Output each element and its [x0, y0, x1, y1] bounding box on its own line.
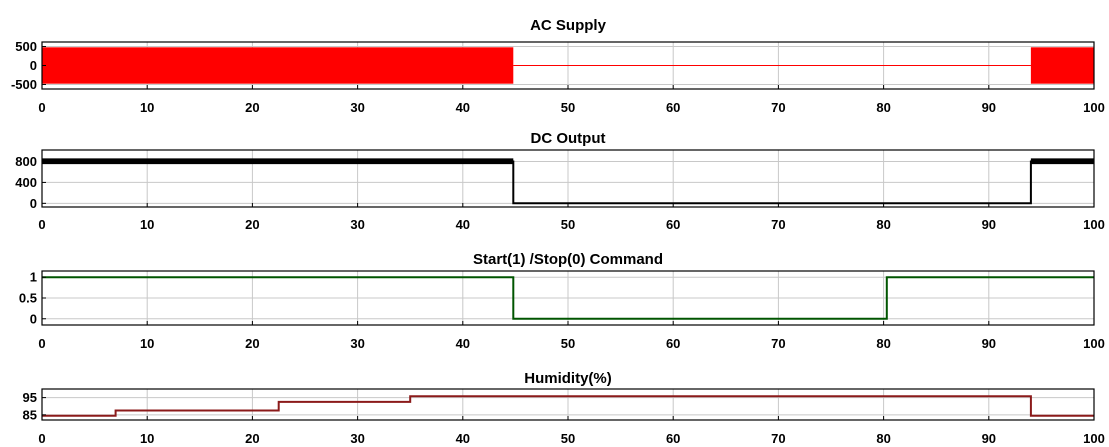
- x-tick-label: 70: [771, 431, 785, 446]
- x-tick-label: 80: [876, 217, 890, 232]
- x-tick-label: 70: [771, 217, 785, 232]
- x-tick-label: 100: [1083, 431, 1105, 446]
- x-tick-label: 0: [38, 431, 45, 446]
- x-tick-label: 70: [771, 100, 785, 115]
- chart-title: Humidity(%): [524, 370, 612, 387]
- x-tick-label: 60: [666, 217, 680, 232]
- series-line-0: [42, 160, 1094, 205]
- x-tick-label: 30: [350, 431, 364, 446]
- series-band-2: [1030, 47, 1094, 84]
- y-tick-label: 0: [30, 196, 37, 211]
- x-tick-label: 90: [982, 336, 996, 351]
- y-tick-label: 0: [30, 58, 37, 73]
- x-tick-label: 30: [350, 100, 364, 115]
- x-tick-label: 0: [38, 100, 45, 115]
- x-tick-label: 40: [456, 336, 470, 351]
- x-tick-label: 20: [245, 217, 259, 232]
- x-tick-label: 100: [1083, 336, 1105, 351]
- x-tick-label: 50: [561, 336, 575, 351]
- chart-title: DC Output: [531, 130, 606, 147]
- x-tick-label: 80: [876, 336, 890, 351]
- x-tick-label: 10: [140, 431, 154, 446]
- x-tick-label: 10: [140, 336, 154, 351]
- x-tick-label: 20: [245, 336, 259, 351]
- x-tick-label: 60: [666, 431, 680, 446]
- x-tick-label: 30: [350, 336, 364, 351]
- chart-panel-2: DC Output 0 10 20 30 40 50 60 70 80 90 100 800 400 0: [15, 130, 1105, 232]
- y-tick-label: 0: [30, 311, 37, 326]
- x-tick-label: 30: [350, 217, 364, 232]
- y-tick-label: -500: [11, 77, 37, 92]
- y-tick-label: 800: [15, 154, 37, 169]
- x-tick-label: 0: [38, 217, 45, 232]
- x-tick-label: 20: [245, 431, 259, 446]
- chart-title: AC Supply: [530, 17, 606, 34]
- y-tick-label: 1: [30, 270, 37, 285]
- x-tick-label: 50: [561, 217, 575, 232]
- x-tick-label: 70: [771, 336, 785, 351]
- x-tick-label: 80: [876, 100, 890, 115]
- x-tick-label: 10: [140, 217, 154, 232]
- x-tick-label: 50: [561, 100, 575, 115]
- x-tick-label: 90: [982, 431, 996, 446]
- x-tick-label: 90: [982, 217, 996, 232]
- x-tick-label: 40: [456, 431, 470, 446]
- series-line-0: [42, 276, 1094, 320]
- x-tick-label: 80: [876, 431, 890, 446]
- y-tick-label: 95: [23, 390, 37, 405]
- x-tick-label: 60: [666, 100, 680, 115]
- x-tick-label: 90: [982, 100, 996, 115]
- chart-title: Start(1) /Stop(0) Command: [473, 251, 663, 268]
- y-tick-label: 400: [15, 175, 37, 190]
- y-tick-label: 500: [15, 39, 37, 54]
- x-tick-label: 60: [666, 336, 680, 351]
- x-tick-label: 0: [38, 336, 45, 351]
- y-tick-label: 0.5: [19, 291, 37, 306]
- chart-panel-4: Humidity(%) 0 10 20 30 40 50 60 70 80 90 100 95 85: [23, 370, 1105, 446]
- x-tick-label: 40: [456, 217, 470, 232]
- y-tick-label: 85: [23, 407, 37, 422]
- x-tick-label: 50: [561, 431, 575, 446]
- x-tick-label: 100: [1083, 217, 1105, 232]
- series-line-0: [42, 395, 1094, 417]
- x-tick-label: 20: [245, 100, 259, 115]
- x-tick-label: 40: [456, 100, 470, 115]
- x-tick-label: 100: [1083, 100, 1105, 115]
- x-tick-label: 10: [140, 100, 154, 115]
- series-band-0: [42, 47, 514, 84]
